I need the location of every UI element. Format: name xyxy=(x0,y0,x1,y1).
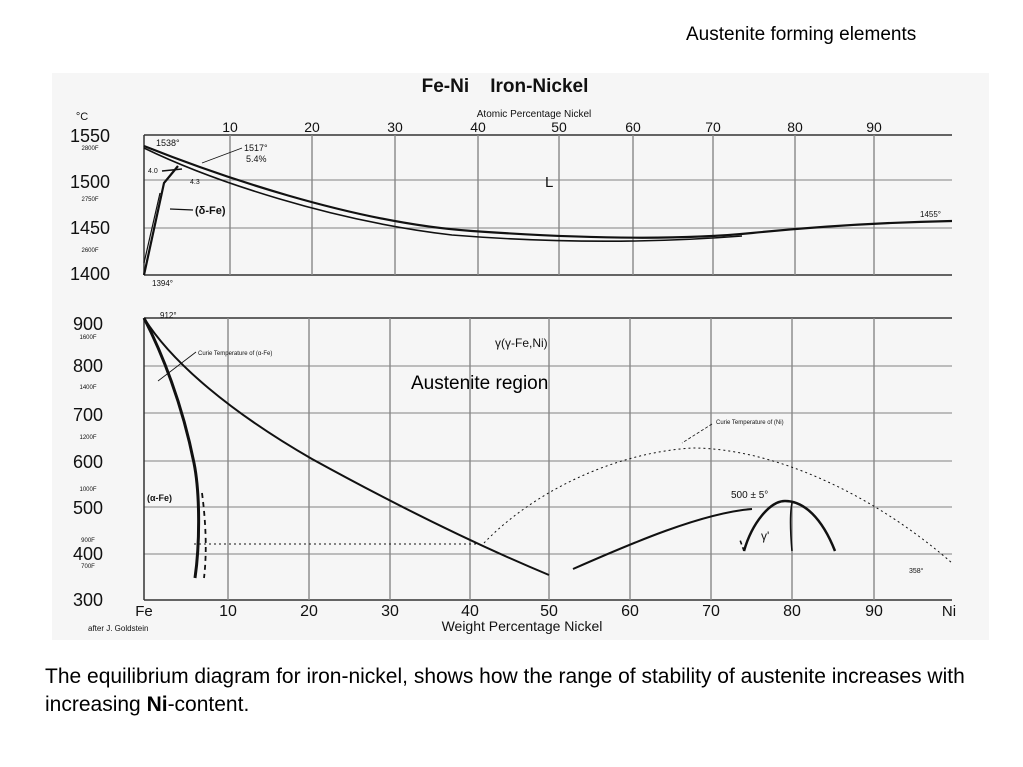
fe-ni-phase-diagram: Fe-Ni Iron-Nickel Atomic Percentage Nick… xyxy=(52,73,989,640)
y-tick-c: 500 xyxy=(73,498,103,518)
weight-tick: 30 xyxy=(381,603,399,620)
upper-panel xyxy=(143,134,952,276)
y-tick-f: 2600F xyxy=(81,248,98,254)
caption-text-end: -content. xyxy=(167,693,250,716)
atomic-tick: 60 xyxy=(625,119,641,135)
ordering-dome xyxy=(742,499,837,552)
alpha-gamma-upper xyxy=(143,317,550,576)
ni-melt-label: 1455° xyxy=(920,210,941,219)
lower-y-tick-labels: 900 1600F 800 1400F 700 1200F 600 1000F … xyxy=(73,314,103,610)
y-tick-f: 900F xyxy=(81,538,95,544)
delta-boundary xyxy=(142,165,179,276)
atomic-tick: 80 xyxy=(787,119,803,135)
y-tick-f: 2800F xyxy=(81,146,98,152)
y-tick-f: 1400F xyxy=(79,385,96,391)
curie-ni-label: Curie Temperature of (Ni) xyxy=(716,420,784,426)
y-tick-c: 1500 xyxy=(70,172,110,192)
y-tick-c: 900 xyxy=(73,314,103,334)
y-tick-c: 400 xyxy=(73,544,103,564)
weight-tick: 90 xyxy=(865,603,883,620)
delta-boundary-2 xyxy=(143,192,161,264)
left-40-label: 4.0 xyxy=(148,168,158,175)
ordering-dome-dashed xyxy=(739,539,745,552)
atomic-tick: 50 xyxy=(551,119,567,135)
ordering-label: 500 ± 5° xyxy=(731,490,768,501)
y-tick-c: 300 xyxy=(73,590,103,610)
atomic-tick: 30 xyxy=(387,119,403,135)
y-tick-c: 1550 xyxy=(70,126,110,146)
atomic-tick: 40 xyxy=(470,119,486,135)
atomic-tick: 70 xyxy=(705,119,721,135)
liquidus-curve xyxy=(143,144,953,239)
y-tick-f: 700F xyxy=(81,564,95,570)
atomic-tick: 10 xyxy=(222,119,238,135)
atomic-tick: 20 xyxy=(304,119,320,135)
peritectic-pct-label: 5.4% xyxy=(246,154,267,164)
weight-tick: 10 xyxy=(219,603,237,620)
delta-fe-label: (δ-Fe) xyxy=(195,205,226,217)
y-tick-f: 2750F xyxy=(81,197,98,203)
peritectic-label: 1517° xyxy=(244,143,268,153)
y-tick-c: 1400 xyxy=(70,264,110,284)
y-tick-c: 800 xyxy=(73,356,103,376)
alpha-fe-label: (α-Fe) xyxy=(147,493,172,503)
ordering-left xyxy=(572,508,753,570)
weight-tick: 60 xyxy=(621,603,639,620)
gamma-prime-label: γ' xyxy=(761,529,769,543)
slide-caption: The equilibrium diagram for iron-nickel,… xyxy=(45,663,975,719)
bottom-axis-label: Weight Percentage Nickel xyxy=(442,618,603,634)
upper-curves xyxy=(142,144,953,276)
unit-label: °C xyxy=(76,111,88,123)
atomic-tick: 90 xyxy=(866,119,882,135)
caption-bold-ni: Ni xyxy=(146,693,168,716)
upper-y-tick-labels: 1550 2800F 1500 2750F 1450 2600F 1400 xyxy=(70,126,110,284)
ni-curie-value-label: 358° xyxy=(909,567,924,575)
curie-fe-label: Curie Temperature of (α-Fe) xyxy=(198,351,272,357)
y-tick-c: 700 xyxy=(73,405,103,425)
lower-curves xyxy=(142,317,953,579)
diagram-title: Fe-Ni Iron-Nickel xyxy=(422,76,589,97)
x-left-label: Fe xyxy=(135,603,153,620)
gamma-field-label: γ(γ-Fe,Ni) xyxy=(495,336,548,350)
caption-text: The equilibrium diagram for iron-nickel,… xyxy=(45,665,965,716)
atomic-tick-labels: 10 20 30 40 50 60 70 80 90 xyxy=(222,119,882,135)
x-right-label: Ni xyxy=(942,603,956,620)
weight-tick-labels: Fe 10 20 30 40 50 60 70 80 90 Ni Weight … xyxy=(88,603,956,634)
peritectic-line xyxy=(161,168,183,172)
y-tick-f: 1600F xyxy=(79,335,96,341)
liquid-label: L xyxy=(545,174,553,191)
top-axis-label: Atomic Percentage Nickel xyxy=(477,109,592,120)
fe-melt-label: 1538° xyxy=(156,138,180,148)
lower-panel xyxy=(143,317,952,601)
weight-tick: 80 xyxy=(783,603,801,620)
ordering-dome-inner xyxy=(789,502,793,552)
lower-annotations: 912° γ(γ-Fe,Ni) Curie Temperature of (α-… xyxy=(147,311,924,575)
y-tick-f: 1200F xyxy=(79,435,96,441)
weight-tick: 50 xyxy=(540,603,558,620)
y-tick-f: 1000F xyxy=(79,487,96,493)
solidus-curve xyxy=(143,147,743,242)
delta-gamma-label: 1394° xyxy=(152,279,173,288)
curie-ni-dotted xyxy=(483,447,953,564)
alpha-gamma-lower xyxy=(142,317,201,579)
alpha-gamma-lower-dashed xyxy=(201,492,207,579)
upper-annotations: 1538° 1517° 5.4% 4.0 4.3 (δ-Fe) L 1455° … xyxy=(148,136,941,288)
source-credit: after J. Goldstein xyxy=(88,624,148,633)
weight-tick: 40 xyxy=(461,603,479,620)
weight-tick: 20 xyxy=(300,603,318,620)
left-43-label: 4.3 xyxy=(190,179,200,186)
phase-diagram-svg: Fe-Ni Iron-Nickel Atomic Percentage Nick… xyxy=(70,76,956,634)
y-tick-c: 600 xyxy=(73,452,103,472)
austenite-region-label: Austenite region xyxy=(411,373,549,394)
weight-tick: 70 xyxy=(702,603,720,620)
alpha-gamma-label: 912° xyxy=(160,311,177,320)
y-tick-c: 1450 xyxy=(70,218,110,238)
slide-header: Austenite forming elements xyxy=(686,24,917,45)
